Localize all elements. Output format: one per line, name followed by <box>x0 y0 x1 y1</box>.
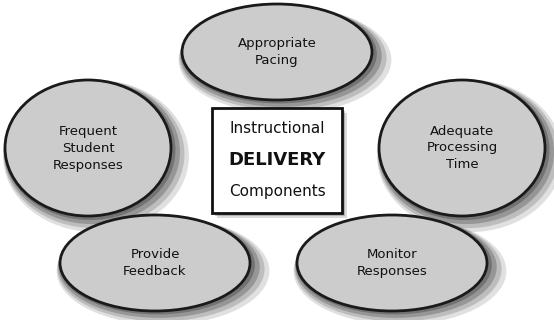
Ellipse shape <box>377 80 554 232</box>
Ellipse shape <box>58 216 260 318</box>
Ellipse shape <box>57 217 269 320</box>
Text: Provide
Feedback: Provide Feedback <box>123 248 187 278</box>
Ellipse shape <box>58 217 265 320</box>
Ellipse shape <box>3 80 189 232</box>
Bar <box>212 108 342 212</box>
Ellipse shape <box>295 216 497 318</box>
Ellipse shape <box>297 215 487 311</box>
Ellipse shape <box>178 6 391 114</box>
Ellipse shape <box>5 80 171 216</box>
Ellipse shape <box>294 217 506 320</box>
Text: Instructional: Instructional <box>229 121 325 136</box>
Ellipse shape <box>296 216 492 315</box>
Ellipse shape <box>294 217 501 320</box>
Ellipse shape <box>3 80 184 228</box>
Ellipse shape <box>377 80 554 228</box>
Text: Monitor
Responses: Monitor Responses <box>357 248 427 278</box>
Text: Adequate
Processing
Time: Adequate Processing Time <box>427 124 497 172</box>
Ellipse shape <box>181 4 377 103</box>
Bar <box>215 110 345 215</box>
Ellipse shape <box>379 80 545 216</box>
Ellipse shape <box>378 80 550 220</box>
Ellipse shape <box>378 80 554 224</box>
Ellipse shape <box>182 4 372 100</box>
Text: Appropriate
Pacing: Appropriate Pacing <box>238 37 316 67</box>
Text: Frequent
Student
Responses: Frequent Student Responses <box>53 124 124 172</box>
Text: Components: Components <box>229 184 325 199</box>
Ellipse shape <box>4 80 176 220</box>
Text: DELIVERY: DELIVERY <box>228 151 326 169</box>
Ellipse shape <box>60 215 250 311</box>
Bar <box>217 113 347 218</box>
Ellipse shape <box>179 6 387 110</box>
Ellipse shape <box>59 216 255 315</box>
Ellipse shape <box>4 80 180 224</box>
Ellipse shape <box>180 5 382 107</box>
